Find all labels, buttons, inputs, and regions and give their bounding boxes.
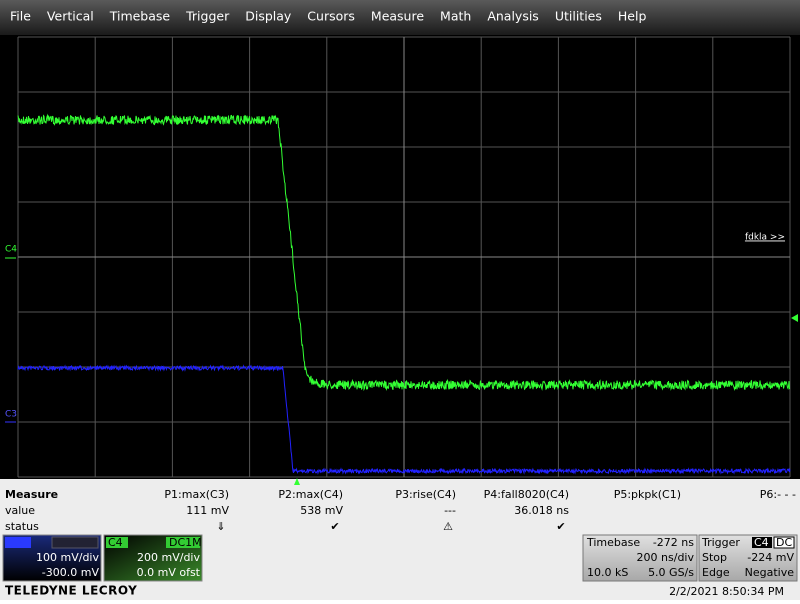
param-name[interactable]: P3:rise(C4) [395, 488, 456, 501]
trace-c4 [17, 113, 791, 392]
channel-coupling: DC1M [169, 536, 202, 549]
trigger-title: Trigger [701, 536, 740, 549]
channel-vdiv: 100 mV/div [36, 551, 99, 564]
param-value: 538 mV [300, 504, 343, 517]
menu-item[interactable]: Help [618, 9, 647, 24]
channel-tag [5, 537, 31, 548]
brand: TELEDYNE LECROY [5, 584, 137, 598]
trigger-level-marker [791, 314, 798, 322]
menu-item[interactable]: Math [440, 9, 471, 24]
param-status: ✔ [556, 520, 565, 533]
measure-title: Measure [5, 488, 58, 501]
timebase-title: Timebase [586, 536, 640, 549]
channel-vdiv: 200 mV/div [137, 551, 200, 564]
menu-item[interactable]: Cursors [307, 9, 355, 24]
menu-item[interactable]: Display [245, 9, 292, 24]
trigger-mode: Stop [702, 551, 727, 564]
menu-item[interactable]: Timebase [109, 9, 171, 24]
param-value: 36.018 ns [514, 504, 569, 517]
param-name[interactable]: P2:max(C4) [278, 488, 343, 501]
param-value: 111 mV [186, 504, 229, 517]
menu-item[interactable]: Analysis [487, 9, 539, 24]
menu-item[interactable]: Utilities [555, 9, 602, 24]
param-name[interactable]: P6:- - - [760, 488, 796, 501]
trigger-type: Edge [702, 566, 730, 579]
param-value: --- [444, 504, 456, 517]
row-label: value [5, 504, 35, 517]
menu-item[interactable]: Vertical [47, 9, 94, 24]
timebase-box[interactable] [582, 534, 698, 582]
menu-item[interactable]: Measure [371, 9, 424, 24]
timebase-rate: 5.0 GS/s [648, 566, 694, 579]
param-name[interactable]: P4:fall8020(C4) [484, 488, 569, 501]
menu-item[interactable]: Trigger [185, 9, 230, 24]
trigger-time-marker [294, 478, 300, 485]
trigger-source: C4 [754, 536, 769, 549]
channel-marker: C4 [5, 245, 17, 255]
channel-tag [106, 537, 128, 548]
param-name[interactable]: P1:max(C3) [164, 488, 229, 501]
trigger-slope: Negative [745, 566, 795, 579]
timestamp: 2/2/2021 8:50:34 PM [669, 585, 784, 598]
channel-marker: C3 [5, 410, 17, 420]
trigger-level: -224 mV [747, 551, 794, 564]
trigger-coupling: DC [776, 536, 792, 549]
timebase-tdiv: 200 ns/div [637, 551, 695, 564]
coupling-tag [166, 537, 200, 548]
channel-offset: -300.0 mV [42, 566, 100, 579]
trace-c3 [17, 364, 791, 475]
param-status: ✔ [330, 520, 339, 533]
trigger-source-tag [752, 537, 772, 548]
param-status: ⇓ [216, 520, 225, 533]
timebase-delay: -272 ns [653, 536, 694, 549]
timebase-samples: 10.0 kS [587, 566, 628, 579]
param-name[interactable]: P5:pkpk(C1) [614, 488, 681, 501]
channel-label: C3 [8, 536, 23, 549]
menu-item[interactable]: File [10, 9, 31, 24]
menu-bar [0, 0, 800, 35]
trigger-coupling-tag [773, 536, 795, 549]
channel-label: C4 [108, 536, 123, 549]
param-status: ⚠ [443, 520, 453, 533]
channel-offset: 0.0 mV ofst [137, 566, 201, 579]
row-label: status [5, 520, 39, 533]
zoom-label[interactable]: fdkla >> [745, 233, 785, 243]
channel-icons [51, 536, 99, 549]
